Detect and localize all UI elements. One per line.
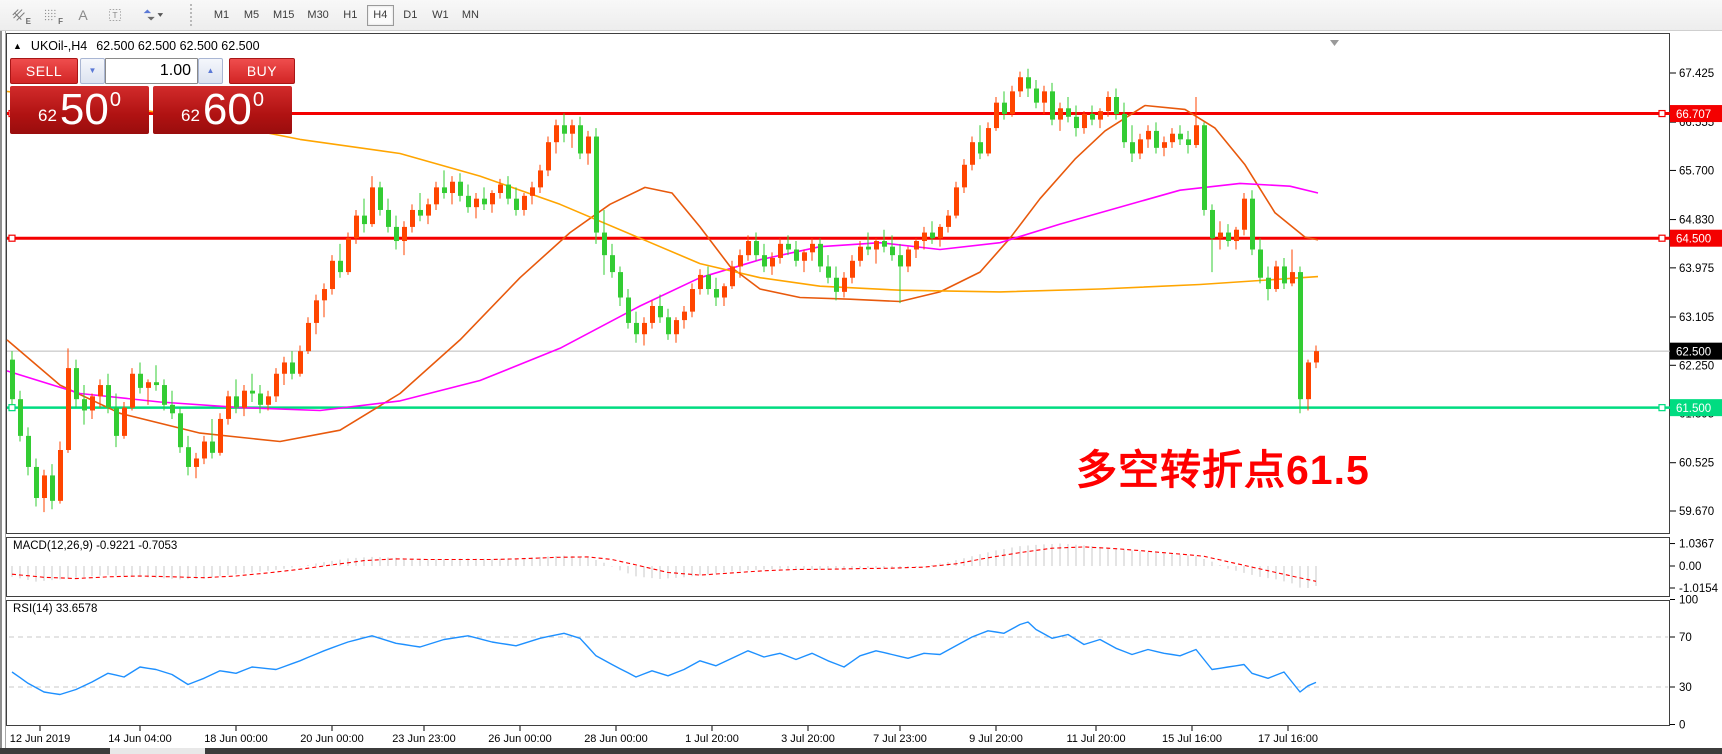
trendlines-tool-icon[interactable]: E [6, 3, 32, 27]
chevron-down-icon: ▼ [88, 66, 97, 75]
symbol-period-label: UKOil-,H4 [30, 39, 88, 53]
svg-text:59.670: 59.670 [1679, 506, 1714, 518]
svg-text:3 Jul 20:00: 3 Jul 20:00 [781, 733, 835, 745]
svg-text:64.830: 64.830 [1679, 215, 1714, 227]
sell-price-big: 50 [59, 85, 109, 134]
price-badge [1670, 105, 1722, 123]
svg-text:1 Jul 20:00: 1 Jul 20:00 [685, 733, 739, 745]
volume-decrease-button[interactable]: ▼ [80, 58, 105, 84]
svg-text:0.00: 0.00 [1679, 561, 1701, 573]
toolbar-separator [190, 4, 198, 26]
window-left-border [0, 31, 6, 748]
sell-price-prefix: 62 [38, 106, 57, 125]
toolbar: E F A T M1 M5 M15 M30 H1 H4 D1 W1 MN [0, 0, 1722, 31]
svg-text:61.500: 61.500 [1676, 403, 1711, 415]
label-tool-icon[interactable]: T [102, 3, 128, 27]
buy-price-big: 60 [202, 85, 252, 134]
rsi-pane[interactable] [6, 600, 1670, 726]
bottom-border-gap [110, 748, 205, 754]
svg-text:9 Jul 20:00: 9 Jul 20:00 [969, 733, 1023, 745]
svg-text:62.500: 62.500 [1676, 347, 1711, 359]
ohlc-values: 62.500 62.500 62.500 62.500 [96, 39, 260, 53]
one-click-trading-panel: SELL ▼ ▲ BUY 62 50 0 62 60 0 [10, 58, 296, 134]
price-badge [1670, 229, 1722, 247]
svg-text:28 Jun 00:00: 28 Jun 00:00 [584, 733, 648, 745]
svg-text:17 Jul 16:00: 17 Jul 16:00 [1258, 733, 1318, 745]
timeframe-button-M5[interactable]: M5 [238, 5, 265, 26]
svg-text:-1.0154: -1.0154 [1679, 583, 1719, 595]
svg-text:0: 0 [1679, 720, 1685, 732]
svg-text:63.975: 63.975 [1679, 263, 1714, 275]
timeframe-button-H1[interactable]: H1 [337, 5, 364, 26]
grid-tool-icon[interactable]: F [38, 3, 64, 27]
timeframe-button-M30[interactable]: M30 [302, 5, 333, 26]
svg-text:7 Jul 23:00: 7 Jul 23:00 [873, 733, 927, 745]
svg-text:64.500: 64.500 [1676, 234, 1711, 246]
svg-text:18 Jun 00:00: 18 Jun 00:00 [204, 733, 268, 745]
timeframe-button-W1[interactable]: W1 [427, 5, 454, 26]
timeframe-button-D1[interactable]: D1 [397, 5, 424, 26]
rsi-indicator-label: RSI(14) 33.6578 [13, 603, 98, 615]
macd-indicator-label: MACD(12,26,9) -0.9221 -0.7053 [13, 540, 178, 552]
timeframe-button-H4[interactable]: H4 [366, 4, 394, 26]
time-axis[interactable]: 12 Jun 2019 14 Jun 04:00 18 Jun 00:00 20 Ju… [10, 726, 1318, 745]
price-badge [1670, 399, 1722, 417]
svg-text:63.105: 63.105 [1679, 312, 1714, 324]
svg-text:T: T [112, 10, 118, 20]
chart-title: ▲ UKOil-,H4 62.500 62.500 62.500 62.500 [13, 39, 260, 53]
buy-price-prefix: 62 [181, 106, 200, 125]
svg-text:66.555: 66.555 [1679, 117, 1714, 129]
timeframe-buttons: M1 M5 M15 M30 H1 H4 D1 W1 MN [208, 4, 487, 26]
collapse-arrow-icon: ▲ [13, 41, 22, 51]
tool-sub-label: F [58, 17, 63, 26]
volume-input[interactable] [105, 58, 198, 84]
svg-text:26 Jun 00:00: 26 Jun 00:00 [488, 733, 552, 745]
macd-pane[interactable] [6, 537, 1670, 597]
svg-text:20 Jun 00:00: 20 Jun 00:00 [300, 733, 364, 745]
svg-text:67.425: 67.425 [1679, 68, 1714, 80]
timeframe-button-MN[interactable]: MN [457, 5, 484, 26]
svg-text:100: 100 [1679, 595, 1698, 607]
volume-increase-button[interactable]: ▲ [198, 58, 223, 84]
svg-text:14 Jun 04:00: 14 Jun 04:00 [108, 733, 172, 745]
price-annotation: 多空转折点61.5 [1076, 447, 1370, 493]
buy-button[interactable]: BUY [229, 58, 295, 84]
svg-text:15 Jul 16:00: 15 Jul 16:00 [1162, 733, 1222, 745]
price-axis[interactable]: 67.425 66.555 65.700 64.830 63.975 63.105 62.2… [1670, 68, 1722, 732]
timeframe-button-M15[interactable]: M15 [268, 5, 299, 26]
chevron-up-icon: ▲ [206, 66, 215, 75]
svg-text:66.707: 66.707 [1676, 109, 1711, 121]
svg-text:23 Jun 23:00: 23 Jun 23:00 [392, 733, 456, 745]
svg-text:60.525: 60.525 [1679, 458, 1714, 470]
svg-text:1.0367: 1.0367 [1679, 539, 1714, 551]
svg-text:70: 70 [1679, 632, 1692, 644]
timeframe-button-M1[interactable]: M1 [208, 5, 235, 26]
sell-price-sup: 0 [109, 88, 121, 111]
shapes-tool-icon[interactable] [134, 3, 170, 27]
svg-text:62.250: 62.250 [1679, 360, 1714, 372]
price-badge [1670, 342, 1722, 360]
tool-sub-label: E [25, 17, 31, 26]
buy-price-panel[interactable]: 62 60 0 [153, 86, 292, 134]
svg-text:61.395: 61.395 [1679, 409, 1714, 421]
sell-button[interactable]: SELL [10, 58, 78, 84]
sell-price-panel[interactable]: 62 50 0 [10, 86, 149, 134]
svg-text:30: 30 [1679, 682, 1692, 694]
text-tool-icon[interactable]: A [70, 3, 96, 27]
buy-price-sup: 0 [252, 88, 264, 111]
svg-text:11 Jul 20:00: 11 Jul 20:00 [1066, 733, 1125, 745]
svg-text:12 Jun 2019: 12 Jun 2019 [10, 733, 71, 745]
svg-text:65.700: 65.700 [1679, 165, 1714, 177]
bottom-border-strip [0, 748, 1722, 754]
